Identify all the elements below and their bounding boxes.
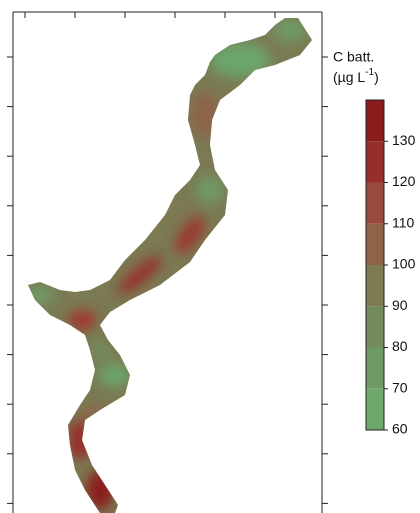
unit-close: )	[374, 69, 379, 85]
colorbar-band	[366, 141, 384, 183]
frame	[7, 11, 328, 513]
colorbar-tick-label: 60	[392, 421, 408, 437]
unit-exponent: -1	[365, 67, 374, 78]
colorbar-title: C batt.	[333, 49, 374, 65]
colorbar-band	[366, 223, 384, 265]
river	[28, 18, 312, 513]
colorbar-band	[366, 388, 384, 430]
colorbar-tick-label: 100	[392, 256, 416, 272]
unit-text: (µg L	[333, 69, 365, 85]
colorbar-tick-label: 70	[392, 379, 408, 395]
colorbar-band	[366, 100, 384, 142]
colorbar-unit: (µg L-1)	[333, 67, 379, 85]
colorbar-tick-label: 110	[392, 214, 415, 230]
colorbar-band	[366, 347, 384, 389]
colorbar-band	[366, 265, 384, 307]
colorbar-tick-label: 90	[392, 297, 408, 313]
colorbar-tick-label: 120	[392, 173, 416, 189]
colorbar-band	[366, 182, 384, 224]
colorbar-tick-label: 130	[392, 132, 416, 148]
colorbar-band	[366, 306, 384, 348]
colorbar-tick-label: 80	[392, 338, 408, 354]
